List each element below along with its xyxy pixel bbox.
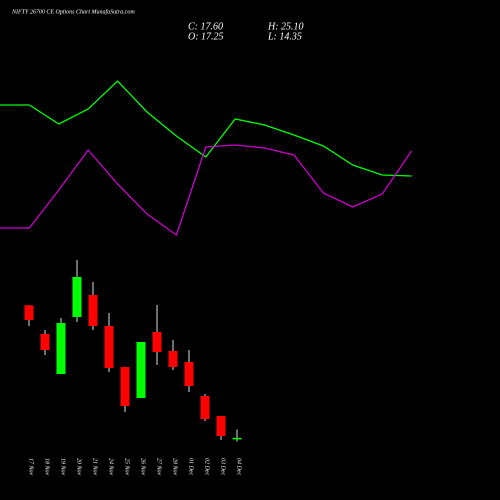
candle-body: [40, 334, 50, 350]
x-tick-label: 24 Nov: [108, 458, 115, 476]
candle-body: [72, 277, 82, 317]
x-tick-label: 04 Dec: [236, 458, 243, 475]
line-series: [0, 144, 413, 237]
close-label: C: 17.60: [188, 21, 223, 32]
line-series: [0, 80, 412, 177]
candle-body: [136, 342, 146, 398]
candle-body: [24, 305, 34, 320]
open-label: O: 17.25: [188, 31, 224, 42]
x-tick-label: 25 Nov: [124, 458, 130, 476]
candle-body: [88, 295, 98, 326]
candle-body: [168, 351, 178, 367]
x-tick-label: 28 Nov: [172, 458, 178, 476]
x-tick-label: 26 Nov: [140, 458, 146, 476]
candle-body: [56, 323, 66, 374]
candle-body: [216, 416, 226, 436]
candle-body: [200, 396, 210, 419]
candle-body: [120, 367, 130, 406]
candle-body: [152, 332, 162, 352]
x-tick-label: 19 Nov: [60, 458, 66, 476]
candle-body: [232, 437, 242, 440]
x-tick-label: 02 Dec: [204, 458, 210, 475]
x-tick-label: 21 Nov: [92, 458, 98, 476]
candle-body: [184, 362, 194, 386]
x-tick-label: 03 Dec: [220, 458, 226, 475]
high-label: H: 25.10: [267, 21, 304, 32]
chart-title: NIFTY 26700 CE Options Chart MunafaSutra…: [11, 8, 135, 15]
x-tick-label: 20 Nov: [76, 458, 82, 476]
x-tick-label: 18 Nov: [44, 458, 50, 476]
x-tick-label: 17 Nov: [28, 458, 34, 476]
x-tick-label: 27 Nov: [156, 458, 162, 476]
candle-body: [104, 326, 114, 368]
low-label: L: 14.35: [267, 31, 302, 42]
x-tick-label: 01 Dec: [188, 458, 194, 475]
